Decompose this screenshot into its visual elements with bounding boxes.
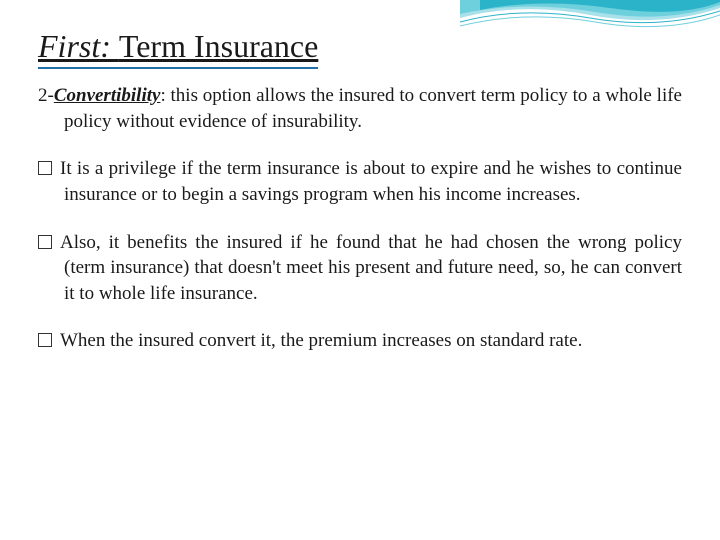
paragraph-3: Also, it benefits the insured if he foun…	[38, 230, 682, 307]
lead-keyword: Convertibility	[54, 85, 161, 106]
bullet-box-icon	[38, 333, 52, 347]
lead-number: 2-	[38, 85, 54, 106]
paragraph-2: It is a privilege if the term insurance …	[38, 156, 682, 207]
paragraph-1: 2-Convertibility: this option allows the…	[38, 83, 682, 134]
title-rest: Term Insurance	[119, 28, 318, 64]
para-text-3: Also, it benefits the insured if he foun…	[60, 232, 682, 304]
para-text-2: It is a privilege if the term insurance …	[60, 158, 682, 205]
slide-title: First: Term Insurance	[38, 28, 318, 69]
paragraph-4: When the insured convert it, the premium…	[38, 328, 682, 354]
bullet-box-icon	[38, 161, 52, 175]
slide-content: First: Term Insurance 2-Convertibility: …	[0, 0, 720, 396]
title-first-word: First:	[38, 28, 119, 64]
lead-after: :	[160, 85, 170, 106]
para-text-4: When the insured convert it, the premium…	[60, 330, 582, 351]
bullet-box-icon	[38, 235, 52, 249]
